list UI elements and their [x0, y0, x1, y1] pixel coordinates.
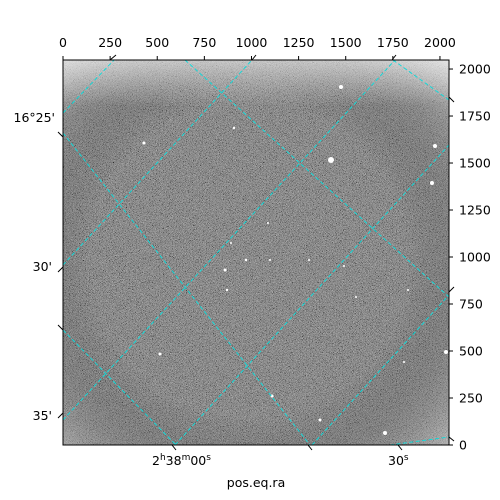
- y-pixel-tick-label: 0: [459, 438, 467, 453]
- x-pixel-tick-label: 0: [59, 35, 67, 50]
- image-panel: [63, 60, 449, 445]
- star-point: [430, 181, 434, 185]
- star-point: [444, 350, 448, 354]
- dec-tick: [57, 131, 64, 138]
- plot-frame: [62, 59, 450, 446]
- stars-layer: [142, 85, 448, 435]
- star-point: [142, 141, 146, 145]
- coordinate-grid: [63, 60, 449, 445]
- world-ticks: [57, 54, 455, 451]
- star-point: [407, 289, 409, 291]
- star-point: [343, 265, 345, 267]
- star-point: [433, 144, 437, 148]
- y-pixel-tick-label: 250: [459, 391, 483, 406]
- ra-tick: [397, 444, 403, 451]
- y-pixel-tick-label: 2000: [459, 62, 491, 77]
- ra-tick: [307, 444, 313, 451]
- star-point: [328, 157, 334, 163]
- star-point: [232, 126, 236, 130]
- star-point: [158, 352, 162, 356]
- x-pixel-tick-label: 2000: [424, 35, 456, 50]
- dec-tick: [57, 324, 64, 331]
- ra-tick: [171, 444, 177, 451]
- y-pixel-tick-label: 1750: [459, 109, 491, 124]
- x-pixel-tick-label: 1500: [330, 35, 362, 50]
- star-point: [223, 268, 227, 272]
- grid-line: [63, 60, 396, 421]
- x-pixel-tick-label: 1750: [377, 35, 409, 50]
- grid-line: [63, 60, 253, 266]
- star-point: [244, 258, 248, 262]
- x-pixel-tick-label: 1000: [236, 35, 268, 50]
- x-pixel-tick-label: 750: [192, 35, 216, 50]
- grid-line: [389, 436, 449, 445]
- dec-tick-label: 35': [33, 408, 52, 423]
- dec-tick: [448, 96, 455, 103]
- star-point: [269, 259, 271, 261]
- star-point: [225, 288, 229, 292]
- dec-tick: [57, 266, 64, 273]
- grid-line: [174, 144, 449, 445]
- x-pixel-tick-label: 1250: [283, 35, 315, 50]
- star-point: [339, 85, 343, 89]
- ra-tick: [391, 54, 397, 61]
- star-point: [403, 361, 405, 363]
- grid-line: [63, 329, 177, 445]
- dec-tick: [57, 412, 64, 419]
- dec-tick: [448, 436, 455, 442]
- x-pixel-tick-label: 250: [98, 35, 122, 50]
- pixel-ticks: 0 250 500 750 1000 1250 1500 1750 2000 0 250 500 750…: [59, 35, 491, 453]
- grid-line: [311, 294, 449, 445]
- ra-tick-label: 2h38m00s: [152, 453, 211, 468]
- grid-line: [184, 60, 449, 298]
- x-axis-label: pos.eq.ra: [227, 475, 285, 490]
- star-point: [383, 431, 387, 435]
- star-point: [318, 418, 322, 422]
- dec-tick-label: 16°25': [14, 110, 56, 125]
- grid-line: [63, 132, 311, 445]
- y-pixel-tick-label: 750: [459, 297, 483, 312]
- ra-tick: [109, 54, 117, 61]
- dec-tick-label: 30': [33, 259, 52, 274]
- ra-tick-label: 30s: [388, 453, 409, 468]
- y-pixel-tick-label: 1250: [459, 203, 491, 218]
- x-pixel-tick-label: 500: [145, 35, 169, 50]
- y-pixel-tick-label: 1500: [459, 156, 491, 171]
- star-point: [308, 259, 310, 261]
- star-point: [355, 296, 357, 298]
- dec-tick: [448, 286, 455, 293]
- y-pixel-tick-label: 500: [459, 344, 483, 359]
- grid-line: [392, 60, 449, 101]
- ra-tick: [251, 54, 257, 61]
- star-point: [267, 222, 269, 224]
- star-point: [230, 242, 232, 244]
- y-pixel-tick-label: 1000: [459, 250, 491, 265]
